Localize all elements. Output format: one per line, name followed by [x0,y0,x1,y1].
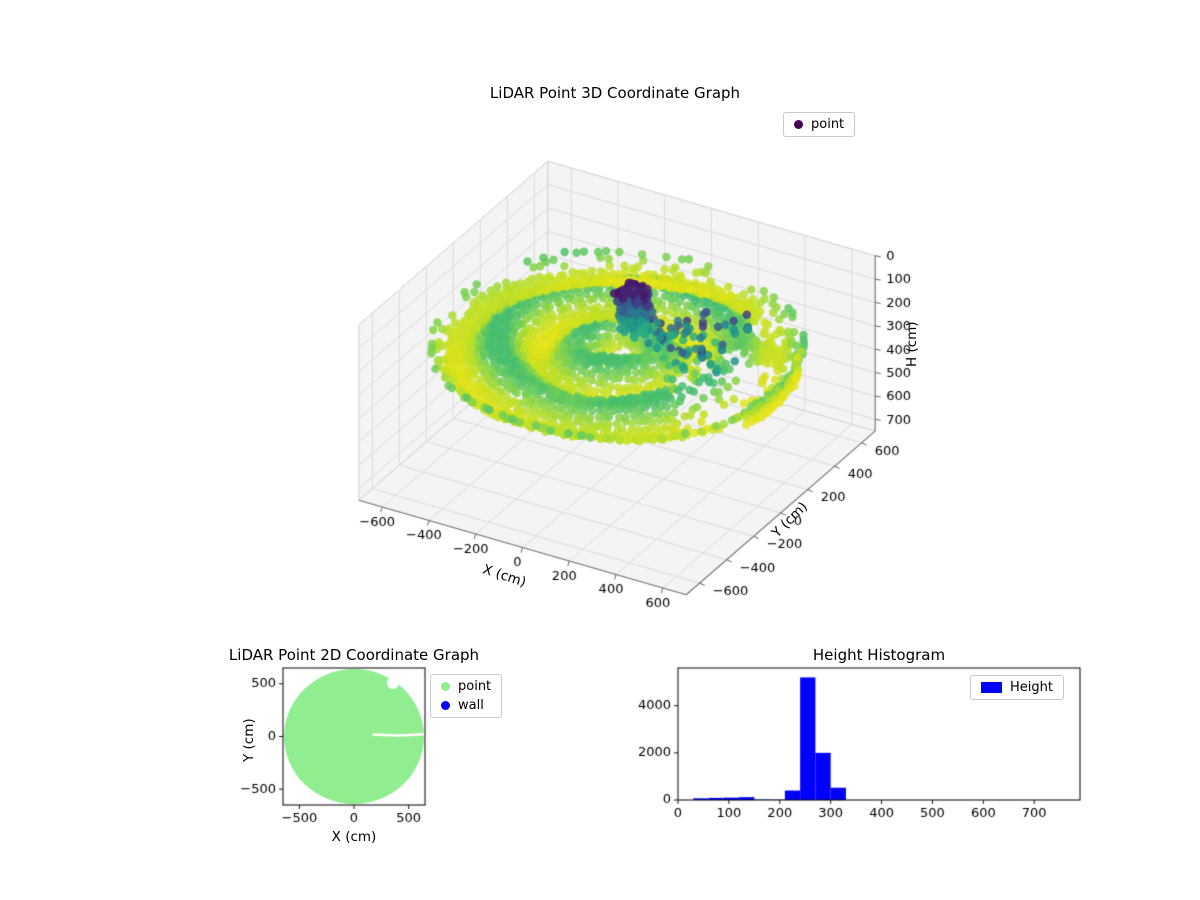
plot2d-legend-label-point: point [458,679,492,694]
point-marker-icon [794,120,803,129]
plot2d-ylabel: Y (cm) [241,718,257,762]
plot2d-legend: point wall [430,674,503,718]
hist-legend-row-height: Height [981,680,1053,695]
plot3d-legend-label-point: point [811,117,845,132]
wall-marker-icon [441,701,450,710]
height-bar-swatch-icon [981,682,1002,693]
plot3d-legend-row-point: point [794,117,844,132]
hist-legend: Height [970,675,1064,700]
plot2d-legend-label-wall: wall [458,698,484,713]
plot3d-legend: point [783,112,856,137]
plot2d-xlabel: X (cm) [331,829,377,845]
plot3d-zlabel: H (cm) [904,321,920,367]
hist-title: Height Histogram [812,646,946,664]
plot3d-title: LiDAR Point 3D Coordinate Graph [489,84,741,102]
plot2d-legend-row-wall: wall [441,698,491,713]
plot2d-title: LiDAR Point 2D Coordinate Graph [228,646,480,664]
hist-legend-label-height: Height [1010,680,1053,695]
point-marker-icon [441,682,450,691]
plot2d-legend-row-point: point [441,679,491,694]
